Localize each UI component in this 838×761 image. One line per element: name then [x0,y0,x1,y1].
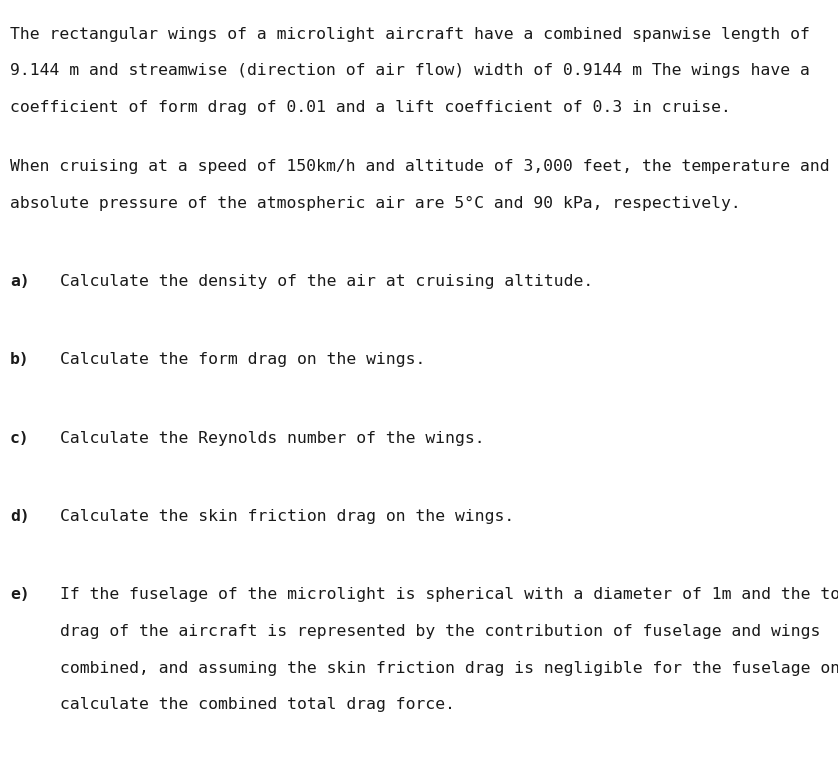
Text: absolute pressure of the atmospheric air are 5°C and 90 kPa, respectively.: absolute pressure of the atmospheric air… [10,196,741,211]
Text: e): e) [10,587,30,603]
Text: Calculate the form drag on the wings.: Calculate the form drag on the wings. [60,352,426,368]
Text: drag of the aircraft is represented by the contribution of fuselage and wings: drag of the aircraft is represented by t… [60,624,820,639]
Text: The rectangular wings of a microlight aircraft have a combined spanwise length o: The rectangular wings of a microlight ai… [10,27,810,42]
Text: When cruising at a speed of 150km/h and altitude of 3,000 feet, the temperature : When cruising at a speed of 150km/h and … [10,159,830,174]
Text: Calculate the Reynolds number of the wings.: Calculate the Reynolds number of the win… [60,431,485,446]
Text: calculate the combined total drag force.: calculate the combined total drag force. [60,697,455,712]
Text: Calculate the density of the air at cruising altitude.: Calculate the density of the air at crui… [60,274,593,289]
Text: coefficient of form drag of 0.01 and a lift coefficient of 0.3 in cruise.: coefficient of form drag of 0.01 and a l… [10,100,731,115]
Text: combined, and assuming the skin friction drag is negligible for the fuselage onl: combined, and assuming the skin friction… [60,661,838,676]
Text: a): a) [10,274,30,289]
Text: d): d) [10,509,30,524]
Text: b): b) [10,352,30,368]
Text: c): c) [10,431,30,446]
Text: 9.144 m and streamwise (direction of air flow) width of 0.9144 m The wings have : 9.144 m and streamwise (direction of air… [10,63,810,78]
Text: Calculate the skin friction drag on the wings.: Calculate the skin friction drag on the … [60,509,515,524]
Text: If the fuselage of the microlight is spherical with a diameter of 1m and the tot: If the fuselage of the microlight is sph… [60,587,838,603]
